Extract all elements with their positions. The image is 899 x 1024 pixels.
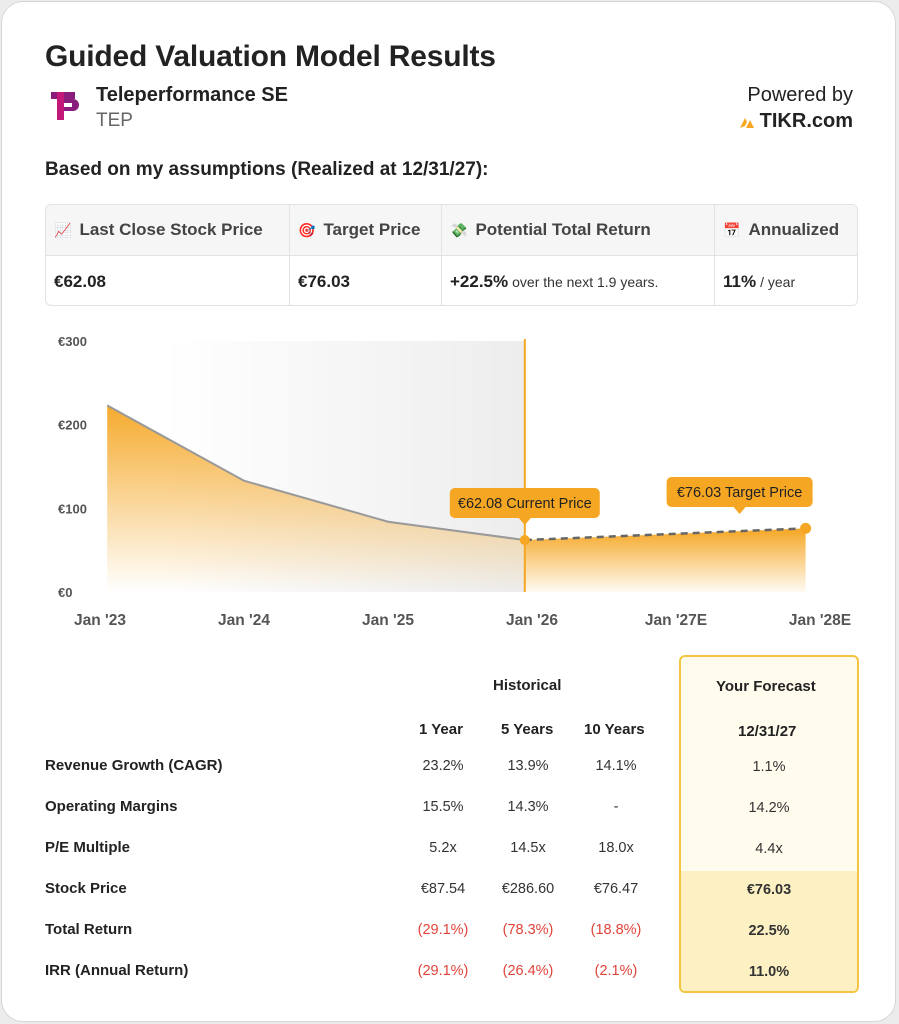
historical-cell: €87.54 — [420, 881, 466, 897]
historical-cell: (18.8%) — [590, 922, 642, 938]
forecast-cell: 11.0% — [748, 964, 790, 980]
historical-cell: (29.1%) — [417, 963, 469, 979]
row-label: Stock Price — [45, 880, 127, 897]
price-chart: €62.08 Current Price €76.03 Target Price €… — [58, 334, 851, 629]
target-icon: 🎯 — [298, 221, 316, 238]
kpi-header: 🎯 Target Price — [290, 205, 441, 256]
y-tick-label: €100 — [58, 501, 87, 516]
historical-cell: 15.5% — [422, 799, 464, 815]
historical-cell: €286.60 — [501, 881, 555, 897]
x-tick-label: Jan '27E — [645, 612, 707, 629]
historical-cell: - — [613, 799, 619, 815]
x-tick-label: Jan '24 — [218, 612, 270, 629]
forecast-cell: 22.5% — [748, 923, 790, 939]
kpi-last-close: 📈 Last Close Stock Price €62.08 — [46, 205, 290, 305]
target-price-label-bg — [666, 477, 813, 507]
forecast-cell: 14.2% — [748, 800, 790, 816]
page-title: Guided Valuation Model Results — [45, 40, 496, 73]
kpi-value-row: +22.5% over the next 1.9 years. — [442, 256, 714, 305]
kpi-total-return: 💸 Potential Total Return +22.5% over the n… — [442, 205, 715, 305]
target-price-label-pointer — [733, 507, 746, 514]
kpi-value-row: €76.03 — [290, 256, 441, 305]
forecast-area — [524, 528, 806, 592]
brand[interactable]: TIKR.com — [739, 110, 853, 133]
historical-cell: 13.9% — [507, 758, 549, 774]
kpi-header: 📅 Annualized — [715, 205, 857, 256]
kpi-value: €62.08 — [54, 271, 106, 291]
kpi-header: 💸 Potential Total Return — [442, 205, 714, 256]
current-price-label-bg — [449, 488, 600, 518]
teleperformance-logo-icon — [51, 92, 79, 120]
kpi-annualized: 📅 Annualized 11% / year — [715, 205, 857, 305]
tikr-logo-icon — [739, 117, 754, 128]
historical-cell: (29.1%) — [417, 922, 469, 938]
forecast-cell: 1.1% — [752, 759, 786, 775]
current-price-point — [519, 535, 530, 546]
current-price-label: €62.08 Current Price — [458, 496, 592, 512]
historical-cell: 23.2% — [422, 758, 464, 774]
historical-header: Historical — [493, 677, 562, 694]
x-tick-label: Jan '26 — [506, 612, 558, 629]
row-label: P/E Multiple — [45, 839, 131, 856]
y-tick-label: €0 — [58, 585, 72, 600]
company-name: Teleperformance SE — [96, 84, 288, 106]
kpi-label: Potential Total Return — [475, 220, 651, 239]
kpi-label: Last Close Stock Price — [79, 220, 263, 239]
row-label: IRR (Annual Return) — [45, 962, 189, 979]
forecast-header: Your Forecast — [716, 678, 816, 695]
row-label: Revenue Growth (CAGR) — [45, 757, 223, 774]
historical-cell: 14.3% — [507, 799, 549, 815]
current-price-label-pointer — [518, 518, 531, 525]
kpi-suffix: over the next 1.9 years. — [512, 273, 659, 290]
kpi-label: Target Price — [323, 220, 421, 239]
kpi-target-price: 🎯 Target Price €76.03 — [290, 205, 442, 305]
forecast-line — [524, 527, 806, 542]
calendar-icon: 📅 — [723, 221, 741, 238]
y-tick-label: €200 — [58, 418, 87, 433]
row-label: Operating Margins — [45, 798, 178, 815]
kpi-value: €76.03 — [298, 271, 350, 291]
historical-cell: €76.47 — [593, 881, 639, 897]
x-tick-label: Jan '28E — [789, 612, 851, 629]
historical-cell: 14.1% — [595, 758, 637, 774]
kpi-value: +22.5% — [450, 271, 509, 291]
forecast-highlight — [681, 871, 857, 991]
historical-cell: 14.5x — [510, 840, 546, 856]
x-tick-label: Jan '25 — [362, 612, 414, 629]
historical-cell: (26.4%) — [502, 963, 554, 979]
col-header-10y: 10 Years — [584, 721, 645, 738]
kpi-value: 11% — [723, 271, 757, 291]
historical-cell: 18.0x — [598, 840, 634, 856]
historical-cell: (78.3%) — [502, 922, 554, 938]
target-price-label: €76.03 Target Price — [677, 485, 802, 501]
forecast-date: 12/31/27 — [738, 723, 797, 740]
kpi-value-row: €62.08 — [46, 256, 289, 305]
kpi-header: 📈 Last Close Stock Price — [46, 205, 289, 256]
powered-by-label: Powered by — [747, 84, 853, 106]
money-wings-icon: 💸 — [450, 221, 468, 238]
col-header-1y: 1 Year — [419, 721, 463, 738]
kpi-suffix: / year — [760, 273, 796, 290]
historical-cell: 5.2x — [429, 840, 457, 856]
historical-line — [106, 404, 525, 542]
historical-cell: (2.1%) — [594, 963, 638, 979]
forecast-column — [679, 655, 859, 993]
brand-name: TIKR.com — [759, 110, 853, 132]
y-tick-label: €300 — [58, 334, 87, 349]
ticker: TEP — [96, 110, 133, 131]
kpi-value-row: 11% / year — [715, 256, 857, 305]
kpi-label: Annualized — [748, 220, 840, 239]
forecast-cell: €76.03 — [746, 882, 792, 898]
assumptions-label: Based on my assumptions (Realized at 12/… — [45, 159, 489, 180]
target-price-point — [800, 522, 812, 534]
row-label: Total Return — [45, 921, 133, 938]
forecast-cell: 4.4x — [755, 841, 783, 857]
chart-increasing-icon: 📈 — [54, 221, 72, 238]
x-tick-label: Jan '23 — [74, 612, 126, 629]
historical-area — [107, 405, 525, 592]
col-header-5y: 5 Years — [501, 721, 554, 738]
kpi-table: 📈 Last Close Stock Price €62.08 🎯 Target P… — [45, 204, 858, 306]
